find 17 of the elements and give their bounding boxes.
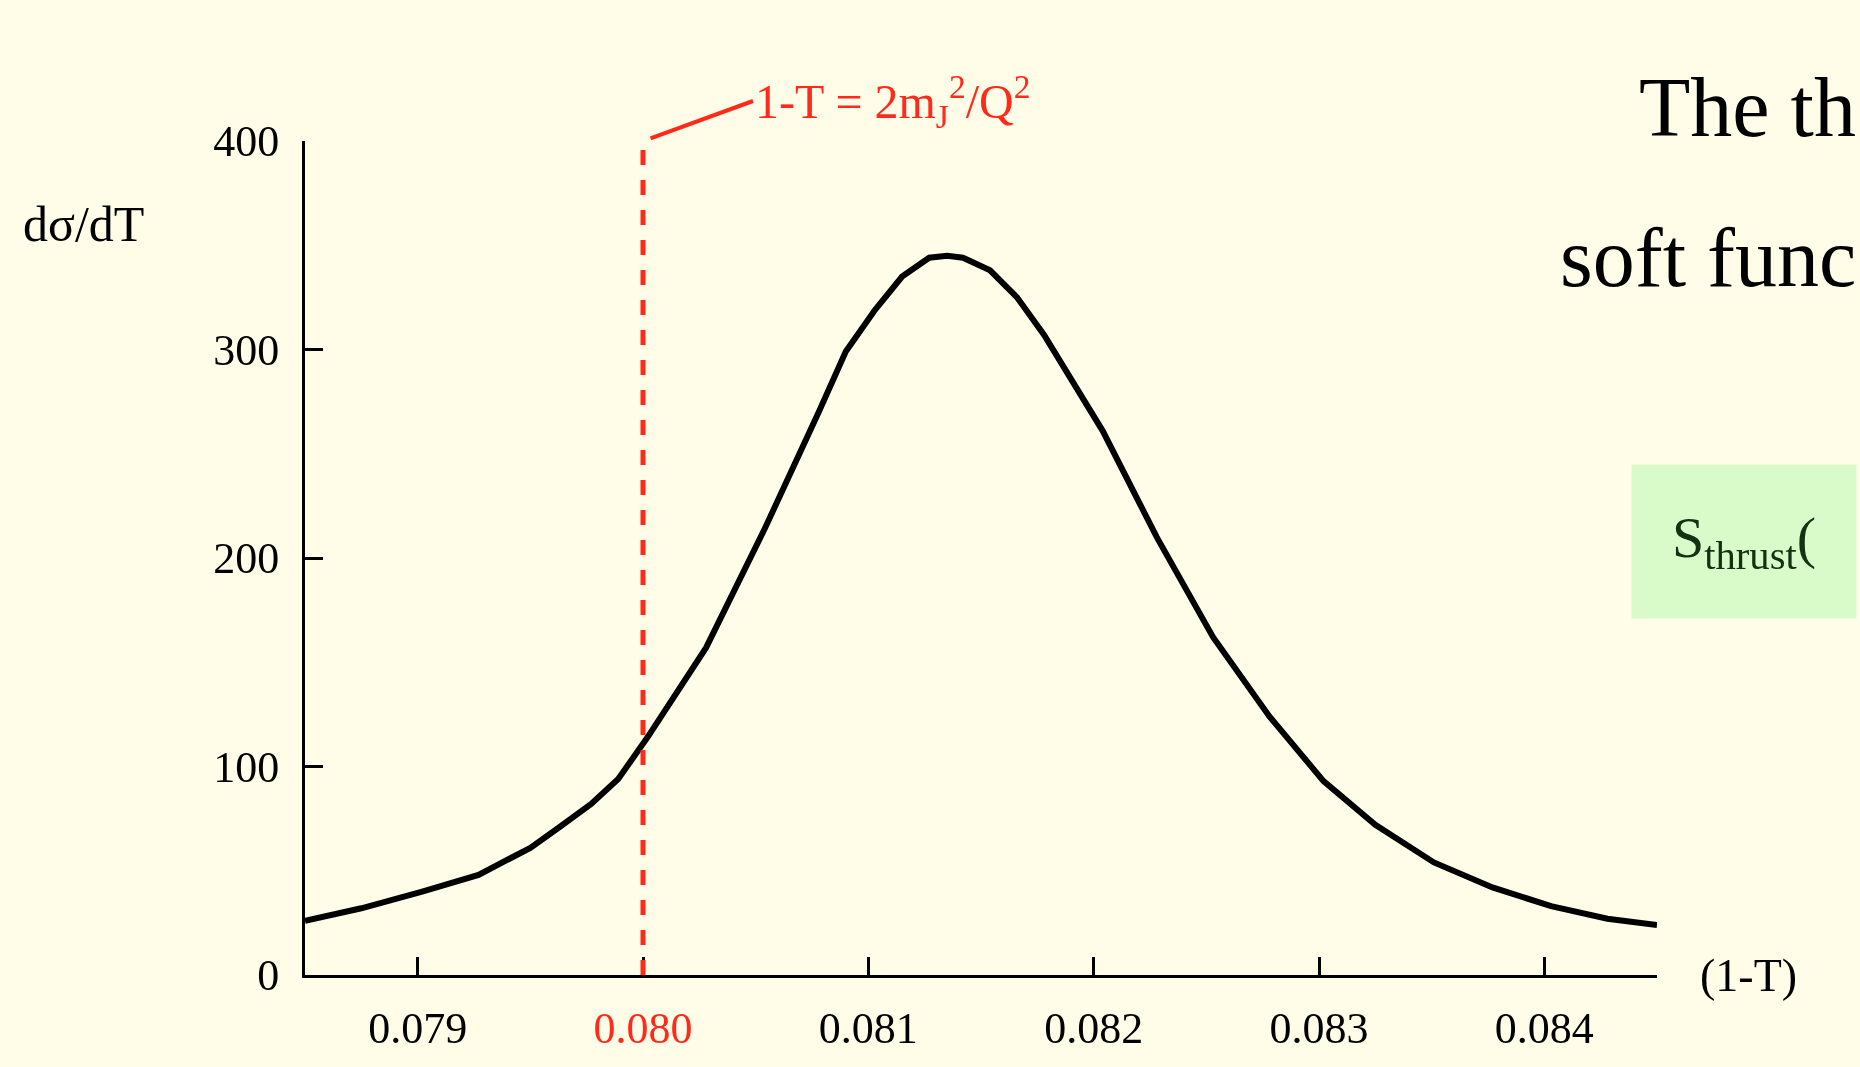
x-tick-label: 0.082 bbox=[1044, 1003, 1144, 1053]
y-axis-title: dσ/dT bbox=[23, 196, 145, 252]
x-tick-label: 0.083 bbox=[1269, 1003, 1369, 1053]
y-tick-label: 200 bbox=[213, 534, 280, 584]
x-axis-title: (1-T) bbox=[1700, 950, 1798, 1001]
y-tick-label: 400 bbox=[213, 117, 280, 167]
annotation: 1-T = 2m$_{J}$$^{2}$/Q$^{2}$ bbox=[755, 68, 1031, 136]
text: S$_{thrust}$( bbox=[1672, 505, 1817, 579]
x-tick-label: 0.079 bbox=[368, 1003, 468, 1053]
x-tick-label: 0.080 bbox=[593, 1003, 693, 1053]
y-tick-label: 300 bbox=[213, 325, 280, 375]
x-tick-label: 0.081 bbox=[818, 1003, 918, 1053]
y-tick-label: 0 bbox=[257, 951, 280, 1001]
y-tick-label: 100 bbox=[213, 742, 280, 792]
x-tick-label: 0.084 bbox=[1494, 1003, 1594, 1053]
annotation: soft func bbox=[1560, 211, 1857, 304]
annotation: The th bbox=[1639, 61, 1856, 154]
